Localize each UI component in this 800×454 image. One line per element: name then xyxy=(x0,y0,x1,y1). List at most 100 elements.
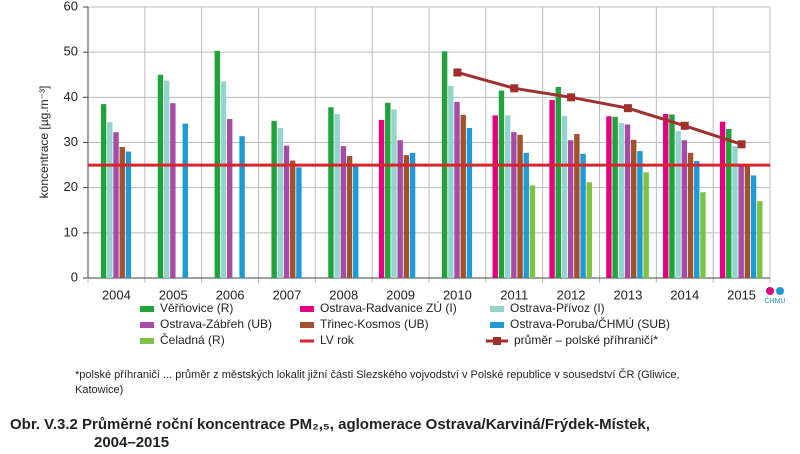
x-tick-label: 2014 xyxy=(670,287,699,302)
bar xyxy=(460,114,466,278)
bar xyxy=(669,114,675,278)
chart-title: Obr. V.3.2 Průměrné roční koncentrace PM… xyxy=(10,416,650,433)
bar xyxy=(466,128,473,278)
legend-label: Ostrava-Přívoz (I) xyxy=(510,301,605,315)
average-line xyxy=(457,71,743,146)
bar xyxy=(612,116,618,278)
y-tick-label: 20 xyxy=(64,179,78,194)
bar xyxy=(694,161,700,278)
bar xyxy=(618,123,625,278)
legend-swatch xyxy=(490,322,504,328)
bar xyxy=(113,132,119,278)
bar xyxy=(385,102,391,279)
legend-swatch xyxy=(140,338,154,344)
bar xyxy=(403,155,410,278)
bar xyxy=(726,128,732,278)
y-tick-label: 10 xyxy=(64,224,78,239)
bar xyxy=(631,139,637,278)
footnote: Katowice) xyxy=(75,384,123,396)
chart-title: 2004–2015 xyxy=(94,434,169,449)
average-marker xyxy=(737,140,746,149)
bar xyxy=(750,175,757,278)
bar xyxy=(226,119,233,278)
bar xyxy=(498,90,505,278)
bar xyxy=(397,140,403,278)
bar xyxy=(492,115,498,279)
bar xyxy=(170,103,176,278)
bar xyxy=(454,101,460,278)
y-tick-label: 40 xyxy=(64,89,78,104)
x-tick-label: 2010 xyxy=(443,287,472,302)
average-marker xyxy=(623,104,632,113)
bar xyxy=(567,140,574,278)
legend-label: Ostrava-Poruba/ČHMÚ (SUB) xyxy=(510,316,670,331)
bar xyxy=(586,182,592,278)
legend-label: Věřňovice (R) xyxy=(160,301,233,315)
x-tick-label: 2013 xyxy=(613,287,642,302)
legend-label: Třinec-Kosmos (UB) xyxy=(320,317,429,331)
logo-text: ČHMÚ xyxy=(765,296,786,305)
legend-label: průměr – polské příhraničí* xyxy=(514,333,658,347)
legend-swatch xyxy=(493,337,501,345)
legend-swatch xyxy=(140,322,154,328)
legend-swatch xyxy=(300,306,314,312)
legend-swatch xyxy=(300,322,314,328)
average-marker xyxy=(510,84,519,93)
legend-swatch xyxy=(490,306,504,312)
legend-label: Ostrava-Radvanice ZÚ (I) xyxy=(320,300,457,315)
bar xyxy=(555,86,561,278)
bar xyxy=(732,146,738,278)
bar xyxy=(606,116,612,278)
bar xyxy=(561,115,568,278)
bar xyxy=(391,109,397,278)
y-axis-label: koncentrace [µg.m⁻³] xyxy=(37,86,51,199)
bar xyxy=(125,151,132,278)
bar xyxy=(378,119,385,279)
bar xyxy=(663,114,669,278)
bar xyxy=(700,192,706,278)
x-tick-label: 2011 xyxy=(500,287,528,302)
bar xyxy=(271,120,277,278)
bar xyxy=(517,134,523,278)
y-tick-label: 60 xyxy=(64,0,78,13)
logo-dot xyxy=(776,287,784,295)
logo-dot xyxy=(766,287,774,295)
x-tick-label: 2012 xyxy=(557,287,586,302)
bar xyxy=(448,86,454,279)
bar xyxy=(340,146,347,278)
bar xyxy=(409,152,416,278)
bar xyxy=(719,121,726,279)
x-tick-label: 2005 xyxy=(159,287,188,302)
legend-label: Ostrava-Zábřeh (UB) xyxy=(160,317,272,331)
bar xyxy=(687,152,694,278)
bar xyxy=(675,131,681,278)
x-tick-label: 2015 xyxy=(727,287,756,302)
bar xyxy=(239,136,245,278)
average-marker xyxy=(567,93,576,102)
bar xyxy=(511,132,517,278)
bar xyxy=(100,104,107,278)
x-tick-label: 2006 xyxy=(216,287,245,302)
bar xyxy=(574,133,580,278)
bar xyxy=(681,140,688,278)
footnote: *polské příhraničí ... průměr z městskýc… xyxy=(75,368,680,381)
y-tick-label: 30 xyxy=(64,134,78,149)
legend-swatch xyxy=(140,306,154,312)
x-tick-label: 2008 xyxy=(329,287,358,302)
x-tick-label: 2007 xyxy=(272,287,301,302)
bar xyxy=(744,164,751,278)
bar xyxy=(757,201,763,278)
legend-label: Čeladná (R) xyxy=(160,332,225,347)
bar xyxy=(334,114,340,278)
bar xyxy=(283,145,290,278)
bar xyxy=(277,128,284,278)
bar xyxy=(163,80,170,278)
bar xyxy=(549,100,555,278)
bar xyxy=(529,185,536,278)
x-tick-label: 2009 xyxy=(386,287,415,302)
bar xyxy=(157,74,164,278)
bar xyxy=(328,107,334,279)
bar xyxy=(580,153,586,278)
bar xyxy=(290,160,296,278)
